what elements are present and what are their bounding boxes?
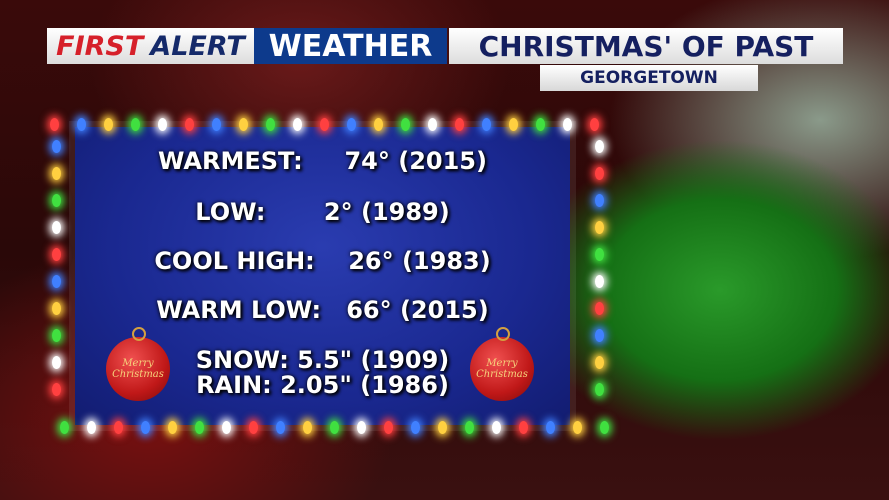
light-bulb-icon xyxy=(411,421,420,434)
light-bulb-icon xyxy=(595,302,604,315)
light-bulb-icon xyxy=(384,421,393,434)
ornament-label: Merry Christmas xyxy=(112,358,164,380)
light-bulb-icon xyxy=(600,421,609,434)
record-low: LOW: 2° (1989) xyxy=(195,198,450,226)
light-bulb-icon xyxy=(52,221,61,234)
light-bulb-icon xyxy=(87,421,96,434)
light-bulb-icon xyxy=(77,118,86,131)
light-bulb-icon xyxy=(303,421,312,434)
light-bulb-icon xyxy=(330,421,339,434)
light-bulb-icon xyxy=(52,383,61,396)
light-bulb-icon xyxy=(563,118,572,131)
light-bulb-icon xyxy=(573,421,582,434)
record-snow: SNOW: 5.5" (1909) xyxy=(195,346,450,374)
light-bulb-icon xyxy=(347,118,356,131)
light-bulb-icon xyxy=(320,118,329,131)
location-subtitle: GEORGETOWN xyxy=(540,65,758,91)
light-bulb-icon xyxy=(52,356,61,369)
light-bulb-icon xyxy=(52,302,61,315)
light-bulb-icon xyxy=(114,421,123,434)
light-bulb-icon xyxy=(595,356,604,369)
brand-first: FIRST xyxy=(56,30,144,62)
light-bulb-icon xyxy=(401,118,410,131)
brand-weather: WEATHER xyxy=(254,28,447,64)
light-bulb-icon xyxy=(60,421,69,434)
light-bulb-icon xyxy=(293,118,302,131)
light-bulb-icon xyxy=(492,421,501,434)
light-bulb-icon xyxy=(249,421,258,434)
light-bulb-icon xyxy=(222,421,231,434)
light-bulb-icon xyxy=(546,421,555,434)
light-bulb-icon xyxy=(52,248,61,261)
light-bulb-icon xyxy=(595,329,604,342)
light-bulb-icon xyxy=(595,221,604,234)
first-alert-logo: FIRST ALERT xyxy=(47,28,254,64)
light-bulb-icon xyxy=(465,421,474,434)
light-bulb-icon xyxy=(595,275,604,288)
brand-alert: ALERT xyxy=(150,30,245,62)
light-bulb-icon xyxy=(595,194,604,207)
light-bulb-icon xyxy=(595,167,604,180)
light-bulb-icon xyxy=(374,118,383,131)
light-bulb-icon xyxy=(52,140,61,153)
light-bulb-icon xyxy=(158,118,167,131)
light-bulb-icon xyxy=(52,167,61,180)
light-bulb-icon xyxy=(536,118,545,131)
light-bulb-icon xyxy=(195,421,204,434)
light-bulb-icon xyxy=(509,118,518,131)
light-bulb-icon xyxy=(590,118,599,131)
light-bulb-icon xyxy=(595,248,604,261)
record-warmest: WARMEST: 74° (2015) xyxy=(158,147,487,175)
light-bulb-icon xyxy=(276,421,285,434)
light-bulb-icon xyxy=(52,329,61,342)
light-bulb-icon xyxy=(52,194,61,207)
light-bulb-icon xyxy=(52,275,61,288)
light-bulb-icon xyxy=(141,421,150,434)
light-bulb-icon xyxy=(266,118,275,131)
light-bulb-icon xyxy=(239,118,248,131)
ornament-label: Merry Christmas xyxy=(476,358,528,380)
light-bulb-icon xyxy=(131,118,140,131)
ornament-icon: Merry Christmas xyxy=(470,327,534,401)
light-bulb-icon xyxy=(185,118,194,131)
light-bulb-icon xyxy=(50,118,59,131)
light-bulb-icon xyxy=(212,118,221,131)
light-bulb-icon xyxy=(595,140,604,153)
light-bulb-icon xyxy=(168,421,177,434)
light-bulb-icon xyxy=(595,383,604,396)
page-title: CHRISTMAS' OF PAST xyxy=(449,28,843,64)
light-bulb-icon xyxy=(104,118,113,131)
record-warm-low: WARM LOW: 66° (2015) xyxy=(156,296,489,324)
light-bulb-icon xyxy=(455,118,464,131)
light-bulb-icon xyxy=(428,118,437,131)
light-bulb-icon xyxy=(438,421,447,434)
light-bulb-icon xyxy=(357,421,366,434)
record-cool-high: COOL HIGH: 26° (1983) xyxy=(154,247,491,275)
light-bulb-icon xyxy=(519,421,528,434)
ornament-icon: Merry Christmas xyxy=(106,327,170,401)
light-bulb-icon xyxy=(482,118,491,131)
record-rain: RAIN: 2.05" (1986) xyxy=(196,371,449,399)
